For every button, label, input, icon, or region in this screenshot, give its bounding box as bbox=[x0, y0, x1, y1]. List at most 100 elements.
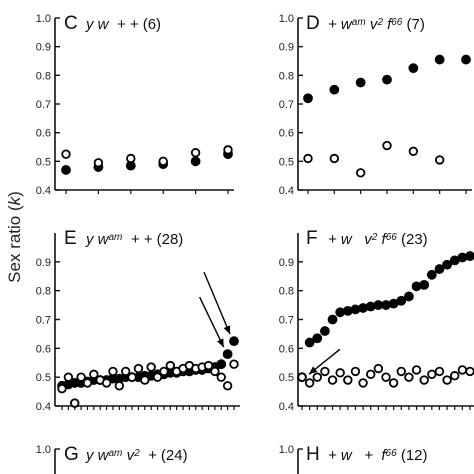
annotation-arrow bbox=[198, 296, 225, 348]
genotype-segment: 66 bbox=[386, 232, 398, 243]
open-point bbox=[297, 372, 307, 382]
panel-letter: D bbox=[306, 13, 320, 34]
arrow-head bbox=[217, 338, 224, 348]
genotype-label: y wam + + (28) bbox=[85, 231, 183, 248]
panel-h: 1.0 H + w + f66 (12) bbox=[279, 444, 428, 474]
open-point bbox=[419, 375, 429, 385]
open-point bbox=[210, 366, 220, 377]
genotype-label: y wam v2 + (24) bbox=[85, 447, 188, 464]
open-point bbox=[61, 149, 71, 159]
genotype-segment: y w bbox=[85, 447, 110, 464]
panel-letter: E bbox=[64, 228, 77, 249]
open-point bbox=[222, 381, 233, 391]
open-point bbox=[434, 155, 445, 165]
filled-point bbox=[61, 165, 71, 175]
genotype-segment: am bbox=[109, 448, 123, 459]
y-tick-label: 1.0 bbox=[279, 444, 294, 456]
genotype-segment: am bbox=[352, 17, 366, 28]
y-tick-label: 0.8 bbox=[36, 70, 51, 82]
open-point bbox=[126, 153, 136, 164]
filled-point bbox=[396, 295, 407, 306]
genotype-segment: 66 bbox=[391, 17, 403, 28]
y-tick-label: 1.0 bbox=[279, 13, 294, 25]
y-axis-label: Sex ratio (k) bbox=[5, 191, 24, 283]
genotype-segment: am bbox=[109, 232, 123, 243]
genotype-segment: y w bbox=[85, 231, 110, 248]
open-point bbox=[350, 366, 361, 377]
open-point bbox=[465, 366, 474, 377]
filled-point bbox=[312, 333, 323, 344]
y-tick-label: 0.6 bbox=[36, 128, 51, 140]
genotype-segment: y w bbox=[85, 16, 110, 33]
open-point bbox=[408, 146, 419, 156]
y-tick-label: 0.9 bbox=[36, 42, 51, 54]
genotype-segment: f bbox=[383, 16, 393, 33]
y-axis-label-end: ) bbox=[5, 191, 24, 197]
y-tick-label: 0.6 bbox=[279, 343, 294, 355]
open-point bbox=[229, 359, 239, 369]
open-point bbox=[93, 158, 104, 168]
genotype-label: + w v2 f66 (23) bbox=[328, 231, 428, 248]
filled-point bbox=[327, 314, 338, 325]
genotype-label: + w + f66 (12) bbox=[328, 447, 428, 464]
open-point bbox=[114, 381, 125, 391]
filled-point bbox=[382, 74, 392, 85]
y-tick-label: 0.5 bbox=[36, 156, 51, 168]
filled-point bbox=[461, 54, 471, 65]
genotype-segment: 2 bbox=[371, 232, 378, 243]
y-tick-label: 0.4 bbox=[36, 185, 51, 197]
genotype-segment: f bbox=[373, 447, 387, 464]
filled-point bbox=[329, 84, 340, 95]
open-point bbox=[434, 366, 445, 377]
open-point bbox=[101, 378, 112, 388]
open-point bbox=[457, 365, 468, 375]
genotype-segment: v bbox=[122, 447, 135, 464]
y-tick-label: 0.9 bbox=[279, 42, 294, 54]
sample-count: (24) bbox=[157, 447, 188, 464]
genotype-segment: f bbox=[377, 231, 387, 248]
open-point bbox=[190, 148, 201, 158]
y-tick-label: 0.9 bbox=[279, 257, 294, 269]
filled-point bbox=[190, 156, 201, 167]
open-point bbox=[388, 378, 399, 388]
open-point bbox=[133, 363, 144, 374]
annotation-arrow bbox=[203, 271, 231, 335]
y-tick-label: 0.7 bbox=[36, 99, 51, 111]
genotype-segment: v bbox=[366, 16, 379, 33]
genotype-segment: v bbox=[352, 231, 374, 248]
open-point bbox=[335, 368, 345, 378]
genotype-segment: 2 bbox=[133, 448, 140, 459]
y-tick-label: 0.8 bbox=[279, 286, 294, 298]
y-tick-label: 0.5 bbox=[279, 156, 294, 168]
open-point bbox=[89, 369, 99, 379]
open-point bbox=[159, 366, 169, 377]
open-point bbox=[152, 372, 163, 382]
open-point bbox=[382, 140, 392, 151]
open-point bbox=[76, 372, 86, 382]
sample-count: (12) bbox=[397, 447, 428, 464]
open-point bbox=[327, 375, 338, 385]
open-point bbox=[329, 153, 340, 164]
genotype-segment: + w bbox=[328, 16, 353, 33]
open-point bbox=[127, 372, 137, 382]
y-axis-label-var: k bbox=[5, 195, 24, 205]
genotype-segment: 2 bbox=[376, 17, 383, 28]
filled-point bbox=[304, 337, 315, 348]
open-point bbox=[70, 398, 80, 408]
panel-d: 0.4 0.5 0.6 0.7 0.8 0.9 1.0 D + wam v2 f66 (7) bbox=[279, 13, 472, 197]
filled-point bbox=[442, 259, 452, 270]
y-tick-label: 1.0 bbox=[36, 444, 51, 456]
genotype-label: y w + + (6) bbox=[85, 16, 161, 33]
filled-point bbox=[222, 349, 233, 360]
genotype-segment: + w bbox=[328, 447, 353, 464]
y-tick-label: 0.9 bbox=[36, 257, 51, 269]
filled-point bbox=[229, 336, 239, 347]
panel-letter: G bbox=[64, 444, 79, 465]
filled-point bbox=[320, 326, 330, 336]
arrow-head bbox=[309, 366, 318, 375]
filled-point bbox=[303, 93, 313, 104]
filled-point bbox=[419, 280, 430, 290]
open-point bbox=[165, 360, 175, 371]
